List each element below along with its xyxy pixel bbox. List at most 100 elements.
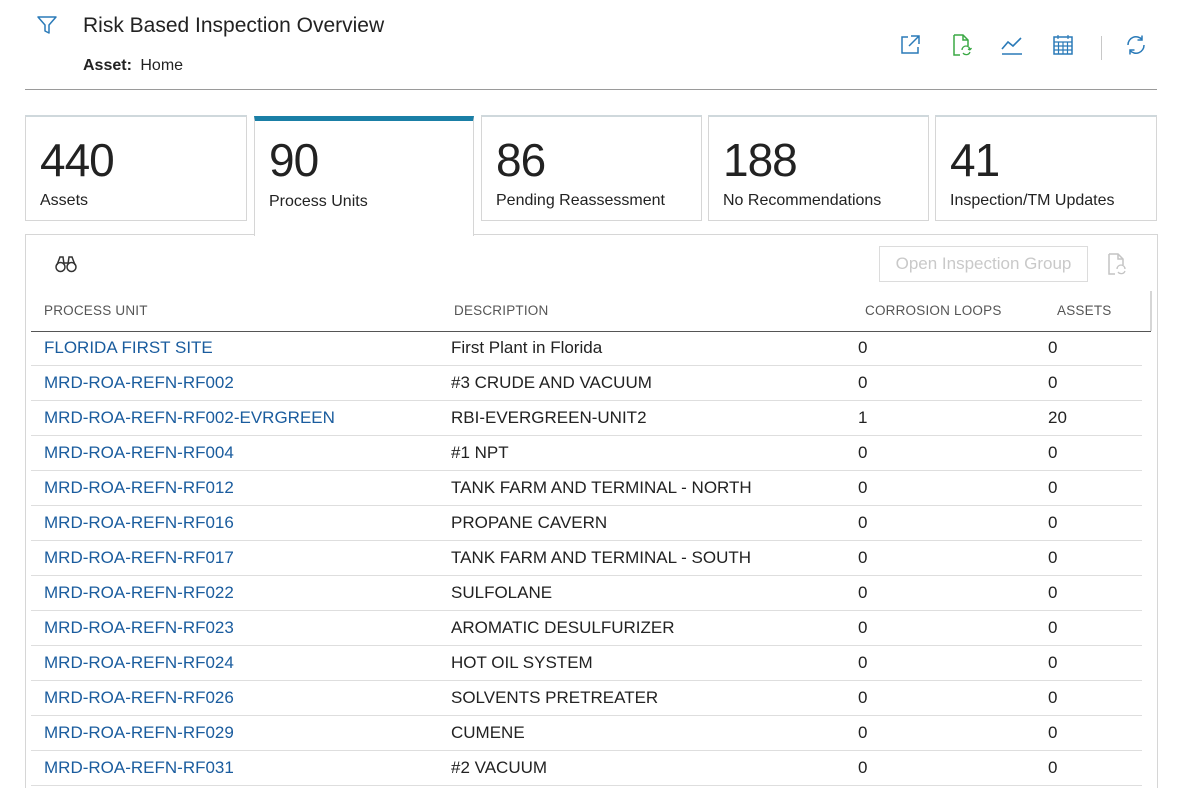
document-refresh-icon[interactable] <box>948 32 974 58</box>
tile-label: No Recommendations <box>723 192 882 209</box>
table-body: FLORIDA FIRST SITE First Plant in Florida… <box>31 331 1142 786</box>
table-row[interactable]: MRD-ROA-REFN-RF029 CUMENE 0 0 <box>31 716 1142 751</box>
table-row[interactable]: FLORIDA FIRST SITE First Plant in Florida… <box>31 331 1142 366</box>
process-unit-link[interactable]: MRD-ROA-REFN-RF017 <box>44 548 234 567</box>
tile-no-recommendations[interactable]: 188 No Recommendations <box>708 115 929 221</box>
description-cell: RBI-EVERGREEN-UNIT2 <box>451 408 647 427</box>
process-unit-link[interactable]: MRD-ROA-REFN-RF016 <box>44 513 234 532</box>
assets-cell: 0 <box>1048 373 1058 392</box>
table-row[interactable]: MRD-ROA-REFN-RF004 #1 NPT 0 0 <box>31 436 1142 471</box>
calendar-icon[interactable] <box>1050 32 1076 58</box>
table-row[interactable]: MRD-ROA-REFN-RF016 PROPANE CAVERN 0 0 <box>31 506 1142 541</box>
description-cell: #1 NPT <box>451 443 509 462</box>
description-cell: #2 VACUUM <box>451 758 548 777</box>
tile-label: Assets <box>40 192 89 209</box>
table-row[interactable]: MRD-ROA-REFN-RF012 TANK FARM AND TERMINAL… <box>31 471 1142 506</box>
process-unit-link[interactable]: MRD-ROA-REFN-RF002 <box>44 373 234 392</box>
corrosion-loops-cell: 0 <box>858 373 868 392</box>
scrollbar[interactable] <box>1150 291 1152 331</box>
open-external-icon[interactable] <box>897 32 923 58</box>
description-cell: SULFOLANE <box>451 583 553 602</box>
assets-cell: 0 <box>1048 688 1058 707</box>
table-row[interactable]: MRD-ROA-REFN-RF023 AROMATIC DESULFURIZER 0… <box>31 611 1142 646</box>
tile-count: 86 <box>496 134 546 186</box>
open-inspection-group-button[interactable]: Open Inspection Group <box>879 246 1088 282</box>
description-cell: AROMATIC DESULFURIZER <box>451 618 675 637</box>
process-unit-link[interactable]: MRD-ROA-REFN-RF002-EVRGREEN <box>44 408 335 427</box>
table-row[interactable]: MRD-ROA-REFN-RF026 SOLVENTS PRETREATER 0 0 <box>31 681 1142 716</box>
process-unit-link[interactable]: MRD-ROA-REFN-RF012 <box>44 478 234 497</box>
document-refresh-icon[interactable] <box>1104 252 1130 278</box>
tile-label: Inspection/TM Updates <box>950 192 1115 209</box>
description-cell: TANK FARM AND TERMINAL - SOUTH <box>451 548 752 567</box>
corrosion-loops-cell: 0 <box>858 618 868 637</box>
description-cell: First Plant in Florida <box>451 338 603 357</box>
description-cell: PROPANE CAVERN <box>451 513 608 532</box>
corrosion-loops-cell: 0 <box>858 723 868 742</box>
process-unit-link[interactable]: MRD-ROA-REFN-RF004 <box>44 443 234 462</box>
trend-chart-icon[interactable] <box>999 32 1025 58</box>
process-unit-link[interactable]: MRD-ROA-REFN-RF023 <box>44 618 234 637</box>
description-cell: HOT OIL SYSTEM <box>451 653 593 672</box>
corrosion-loops-cell: 0 <box>858 443 868 462</box>
header-toolbar <box>0 32 1181 60</box>
column-header-process-unit[interactable]: PROCESS UNIT <box>44 303 148 318</box>
assets-cell: 0 <box>1048 338 1058 357</box>
table-row[interactable]: MRD-ROA-REFN-RF024 HOT OIL SYSTEM 0 0 <box>31 646 1142 681</box>
page-header: Risk Based Inspection Overview Asset: Ho… <box>0 0 1181 92</box>
filter-icon[interactable] <box>36 14 58 36</box>
table-row[interactable]: MRD-ROA-REFN-RF002 #3 CRUDE AND VACUUM 0 0 <box>31 366 1142 401</box>
asset-label: Asset: <box>83 57 132 74</box>
binoculars-icon[interactable] <box>54 253 78 275</box>
assets-cell: 0 <box>1048 443 1058 462</box>
description-cell: #3 CRUDE AND VACUUM <box>451 373 652 392</box>
tile-inspection-tm-updates[interactable]: 41 Inspection/TM Updates <box>935 115 1157 221</box>
corrosion-loops-cell: 1 <box>858 408 868 427</box>
description-cell: CUMENE <box>451 723 525 742</box>
assets-cell: 0 <box>1048 653 1058 672</box>
tile-label: Process Units <box>269 193 368 210</box>
table-row[interactable]: MRD-ROA-REFN-RF017 TANK FARM AND TERMINAL… <box>31 541 1142 576</box>
table-row[interactable]: MRD-ROA-REFN-RF002-EVRGREEN RBI-EVERGREEN… <box>31 401 1142 436</box>
corrosion-loops-cell: 0 <box>858 338 868 357</box>
corrosion-loops-cell: 0 <box>858 653 868 672</box>
tile-pending-reassessment[interactable]: 86 Pending Reassessment <box>481 115 702 221</box>
tile-process-units[interactable]: 90 Process Units <box>254 116 474 236</box>
toolbar-divider <box>1101 36 1102 60</box>
tile-count: 90 <box>269 134 319 186</box>
tile-assets[interactable]: 440 Assets <box>25 115 247 221</box>
page-title: Risk Based Inspection Overview <box>83 14 385 37</box>
assets-cell: 0 <box>1048 758 1058 777</box>
asset-value: Home <box>140 57 184 74</box>
corrosion-loops-cell: 0 <box>858 513 868 532</box>
process-unit-link[interactable]: MRD-ROA-REFN-RF029 <box>44 723 234 742</box>
column-header-assets[interactable]: ASSETS <box>1057 303 1112 318</box>
column-header-corrosion-loops[interactable]: CORROSION LOOPS <box>865 303 1002 318</box>
table-header: PROCESS UNIT DESCRIPTION CORROSION LOOPS… <box>31 291 1151 332</box>
table-row[interactable]: MRD-ROA-REFN-RF022 SULFOLANE 0 0 <box>31 576 1142 611</box>
process-unit-link[interactable]: MRD-ROA-REFN-RF026 <box>44 688 234 707</box>
tile-count: 41 <box>950 134 1000 186</box>
process-unit-link[interactable]: MRD-ROA-REFN-RF024 <box>44 653 234 672</box>
assets-cell: 0 <box>1048 478 1058 497</box>
tile-label: Pending Reassessment <box>496 192 665 209</box>
assets-cell: 0 <box>1048 548 1058 567</box>
process-unit-link[interactable]: MRD-ROA-REFN-RF031 <box>44 758 234 777</box>
assets-cell: 20 <box>1048 408 1067 427</box>
process-unit-link[interactable]: MRD-ROA-REFN-RF022 <box>44 583 234 602</box>
corrosion-loops-cell: 0 <box>858 548 868 567</box>
summary-tiles: 440 Assets 90 Process Units 86 Pending R… <box>25 115 1158 236</box>
description-cell: TANK FARM AND TERMINAL - NORTH <box>451 478 752 497</box>
process-unit-link[interactable]: FLORIDA FIRST SITE <box>44 338 213 357</box>
refresh-icon[interactable] <box>1123 32 1149 58</box>
assets-cell: 0 <box>1048 583 1058 602</box>
table-row[interactable]: MRD-ROA-REFN-RF031 #2 VACUUM 0 0 <box>31 751 1142 786</box>
assets-cell: 0 <box>1048 618 1058 637</box>
tile-count: 188 <box>723 134 798 186</box>
corrosion-loops-cell: 0 <box>858 478 868 497</box>
asset-context: Asset: Home <box>83 57 183 75</box>
tile-count: 440 <box>40 134 115 186</box>
column-header-description[interactable]: DESCRIPTION <box>454 303 549 318</box>
assets-cell: 0 <box>1048 723 1058 742</box>
corrosion-loops-cell: 0 <box>858 583 868 602</box>
